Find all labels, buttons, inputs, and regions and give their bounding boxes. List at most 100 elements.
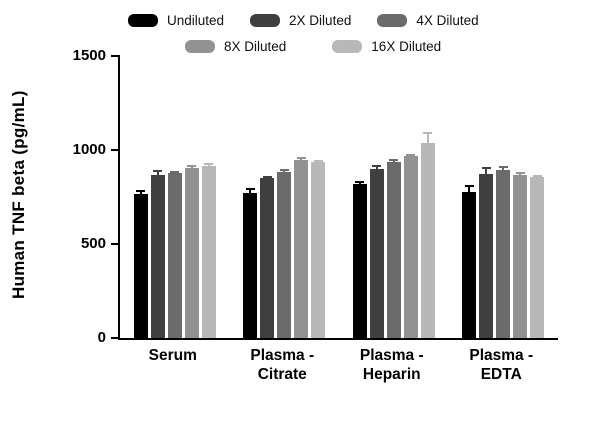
bar-slot xyxy=(294,56,309,338)
error-bar-cap xyxy=(389,162,399,165)
bar-slot xyxy=(133,56,148,338)
y-tick-mark xyxy=(111,148,120,152)
bar-slot xyxy=(496,56,511,338)
y-tick-label: 1000 xyxy=(72,141,106,159)
chart-legend: Undiluted 2X Diluted 4X Diluted 8X Diluted 1… xyxy=(128,13,479,65)
error-bar xyxy=(204,163,214,169)
error-bar xyxy=(187,165,197,171)
legend-item: 2X Diluted xyxy=(250,13,351,28)
error-bar-cap xyxy=(296,160,306,163)
y-tick-mark xyxy=(111,336,120,339)
error-bar-cap xyxy=(532,176,542,179)
bar xyxy=(352,184,367,338)
error-bar-cap xyxy=(153,170,163,173)
error-bar-cap xyxy=(262,176,272,179)
bar xyxy=(386,162,401,338)
bar-slot xyxy=(462,56,477,338)
error-bar-line xyxy=(502,166,505,174)
error-bar xyxy=(423,131,433,155)
bar xyxy=(496,169,511,338)
bar-slot xyxy=(167,56,182,338)
error-bar-line xyxy=(139,190,142,198)
y-tick-label: 0 xyxy=(97,329,106,346)
bar xyxy=(260,178,275,338)
error-bar-cap xyxy=(481,179,491,182)
legend-label: Undiluted xyxy=(167,13,225,28)
error-bar xyxy=(136,190,146,198)
error-bar-line xyxy=(358,181,361,187)
error-bar-line xyxy=(207,163,210,169)
legend-swatch xyxy=(185,40,215,53)
error-bar-cap xyxy=(423,152,433,155)
bar-slot xyxy=(386,56,401,338)
error-bar xyxy=(372,165,382,173)
legend-item: Undiluted xyxy=(128,13,224,28)
bar-slot xyxy=(184,56,199,338)
error-bar-cap xyxy=(406,155,416,158)
error-bar xyxy=(245,188,255,198)
legend-row: 8X Diluted 16X Diluted xyxy=(185,39,479,54)
bar xyxy=(184,168,199,338)
bar-slot xyxy=(530,56,545,338)
error-bar-cap xyxy=(170,173,180,176)
legend-swatch xyxy=(128,14,158,27)
bar xyxy=(201,165,216,338)
error-bar-cap xyxy=(313,161,323,164)
bar xyxy=(403,156,418,338)
error-bar xyxy=(389,159,399,165)
error-bar-cap xyxy=(245,188,255,191)
legend-item: 16X Diluted xyxy=(332,39,441,54)
error-bar xyxy=(153,170,163,180)
bar-slot xyxy=(243,56,258,338)
bar-slot xyxy=(260,56,275,338)
error-bar xyxy=(279,169,289,175)
plot-area: 0 500 1000 1500 xyxy=(73,47,559,346)
error-bar xyxy=(170,171,180,176)
error-bar-cap xyxy=(464,185,474,188)
x-axis-labels: Serum Plasma - Citrate Plasma - Heparin Pla… xyxy=(118,346,556,385)
error-bar-cap xyxy=(204,166,214,169)
error-bar-cap xyxy=(498,171,508,174)
error-bar xyxy=(532,175,542,179)
bar-slot xyxy=(352,56,367,338)
x-axis-label: Plasma - EDTA xyxy=(469,347,534,384)
bar-group xyxy=(449,56,559,338)
error-bar-cap xyxy=(153,177,163,180)
error-bar-cap xyxy=(372,170,382,173)
legend-label: 4X Diluted xyxy=(416,13,479,28)
bar xyxy=(243,193,258,338)
error-bar-line xyxy=(485,166,488,182)
error-bar-line xyxy=(283,169,286,175)
error-bar xyxy=(313,160,323,164)
bar xyxy=(133,194,148,338)
error-bar-cap xyxy=(279,169,289,172)
bar xyxy=(420,143,435,338)
error-bar xyxy=(262,176,272,180)
legend-item: 4X Diluted xyxy=(377,13,479,28)
bar-group xyxy=(339,56,449,338)
error-bar xyxy=(498,166,508,174)
legend-label: 16X Diluted xyxy=(371,39,442,54)
error-bar-line xyxy=(392,159,395,165)
y-tick-label: 500 xyxy=(80,235,106,253)
error-bar-line xyxy=(468,185,471,199)
error-bar-cap xyxy=(187,168,197,171)
error-bar-cap xyxy=(136,190,146,193)
legend-swatch xyxy=(377,14,408,27)
error-bar xyxy=(481,166,491,182)
error-bar-cap xyxy=(406,154,416,157)
x-axis-label: Plasma - Heparin xyxy=(359,347,424,384)
error-bar-cap xyxy=(532,175,542,178)
bar xyxy=(167,173,182,338)
error-bar xyxy=(355,181,365,187)
error-bar-cap xyxy=(355,181,365,184)
bar-slot xyxy=(513,56,528,338)
bar-group xyxy=(120,56,230,338)
error-bar-line xyxy=(375,165,378,173)
y-axis-title: Human TNF beta (pg/mL) xyxy=(9,90,28,300)
bar-slot xyxy=(201,56,216,338)
bar xyxy=(530,177,545,338)
error-bar-cap xyxy=(355,184,365,187)
error-bar-cap xyxy=(372,165,382,168)
